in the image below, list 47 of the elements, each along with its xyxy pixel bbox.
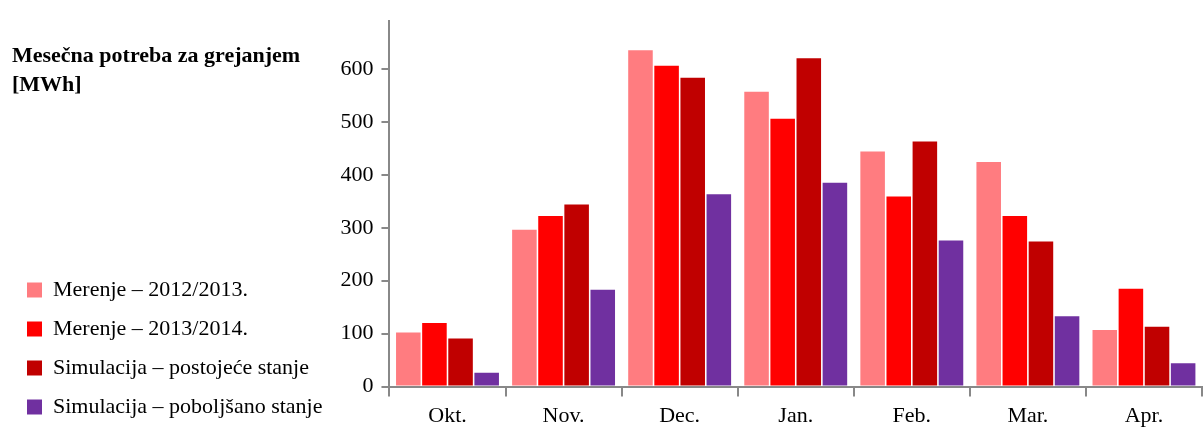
bar (706, 194, 732, 386)
bar (886, 196, 912, 386)
y-tick-label: 200 (340, 266, 374, 292)
bar (474, 372, 499, 386)
bar (1144, 326, 1170, 386)
bar (770, 118, 795, 386)
bar (860, 151, 885, 386)
bar (1002, 216, 1028, 386)
x-tick-label: Apr. (1124, 401, 1164, 427)
bar (564, 204, 589, 386)
bar (938, 240, 964, 386)
bar (744, 91, 769, 386)
x-tick-label: Mar. (1007, 401, 1049, 427)
bar (628, 50, 653, 386)
x-tick-label: Nov. (542, 401, 585, 427)
bar (422, 323, 447, 386)
x-tick-label: Jan. (778, 401, 814, 427)
bar (448, 338, 473, 386)
y-tick-label: 100 (340, 319, 374, 345)
text: Mesečna potreba za grejanjem [MWh] (12, 41, 302, 98)
bar (976, 162, 1001, 386)
legend-label: Merenje – 2013/2014. (53, 314, 248, 340)
bar (396, 332, 421, 386)
bar (654, 65, 679, 386)
y-tick-label: 500 (340, 107, 374, 133)
legend-label: Simulacija – postojeće stanje (53, 353, 309, 379)
bar (1054, 316, 1080, 386)
bar (538, 216, 563, 386)
y-tick-label: 0 (362, 372, 374, 398)
bar (796, 58, 822, 386)
bar (822, 182, 848, 386)
y-tick-label: 300 (340, 213, 374, 239)
bar (512, 229, 537, 386)
y-tick-label: 600 (340, 54, 374, 80)
legend-label: Merenje – 2012/2013. (53, 275, 248, 301)
bar (1170, 363, 1196, 386)
x-tick-label: Dec. (659, 401, 701, 427)
x-tick-label: Okt. (428, 401, 467, 427)
bar (1092, 329, 1118, 386)
x-tick-label: Feb. (892, 401, 932, 427)
bar (590, 289, 616, 386)
bar (680, 77, 705, 386)
bar (1028, 241, 1054, 386)
bar (912, 141, 938, 386)
legend-label: Simulacija – poboljšano stanje (53, 392, 323, 418)
bar (1118, 288, 1144, 386)
y-tick-label: 400 (340, 160, 374, 186)
